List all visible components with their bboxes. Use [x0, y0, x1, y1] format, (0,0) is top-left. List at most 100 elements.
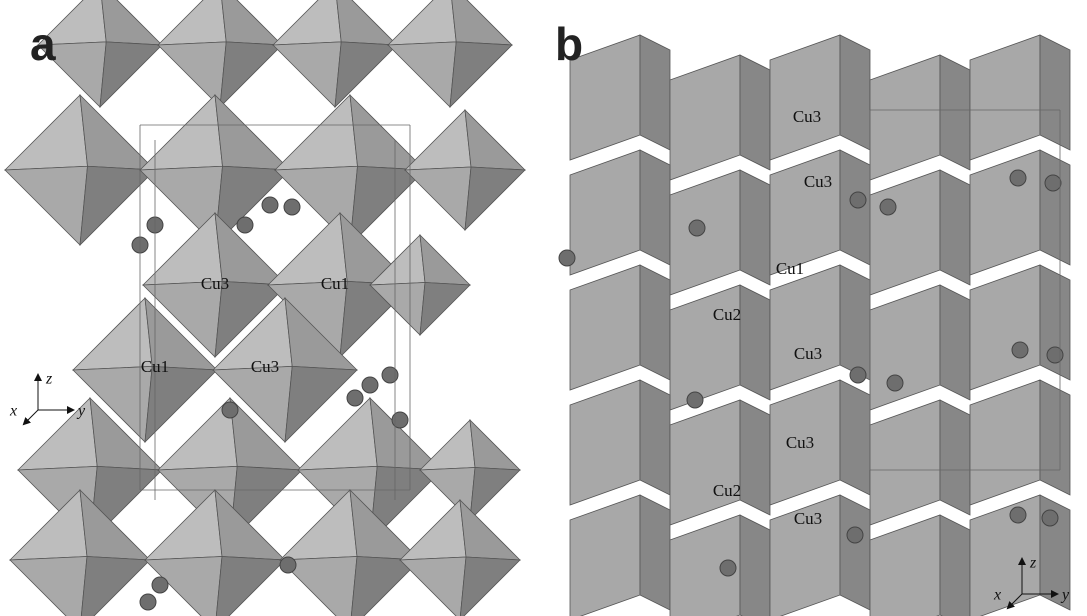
polyhedron-face	[158, 0, 226, 45]
polyhedron-face	[405, 110, 471, 170]
polyhedron-face	[80, 166, 155, 245]
polyhedron-face	[640, 380, 670, 495]
polyhedron-face	[940, 515, 970, 616]
polyhedron-face	[100, 0, 162, 45]
polyhedron-face	[215, 557, 285, 616]
polyhedron-face	[870, 170, 940, 295]
polyhedron-face	[460, 557, 520, 616]
polyhedron-face	[840, 35, 870, 150]
site-label: Cu1	[141, 357, 169, 376]
polyhedron-face	[5, 95, 88, 170]
axis-label: y	[76, 403, 86, 420]
polyhedron-face	[770, 35, 840, 160]
polyhedron-face	[273, 0, 341, 45]
polyhedron-face	[940, 400, 970, 515]
polyhedron-face	[5, 166, 88, 245]
site-label: Cu2	[713, 305, 741, 324]
atom	[850, 367, 866, 383]
polyhedron-face	[870, 55, 940, 180]
site-label: Cu1	[776, 259, 804, 278]
site-label: Cu3	[794, 344, 822, 363]
polyhedron-face	[570, 150, 640, 275]
site-label: Cu3	[804, 172, 832, 191]
polyhedron-face	[275, 95, 358, 170]
polyhedron-face	[18, 398, 97, 470]
atom	[280, 557, 296, 573]
axis-arrow	[24, 410, 38, 424]
panel-label: b	[555, 18, 583, 70]
polyhedron-face	[1040, 150, 1070, 265]
atom	[559, 250, 575, 266]
polyhedron-face	[450, 0, 512, 45]
polyhedron-face	[335, 0, 397, 45]
polyhedron-face	[740, 170, 770, 285]
polyhedron-face	[770, 265, 840, 390]
polyhedron-face	[400, 557, 466, 616]
atom	[1010, 507, 1026, 523]
polyhedron-face	[940, 285, 970, 400]
polyhedron-face	[740, 55, 770, 170]
atom	[262, 197, 278, 213]
atom	[347, 390, 363, 406]
polyhedron-face	[870, 285, 940, 410]
atom	[152, 577, 168, 593]
site-label: Cu3	[251, 357, 279, 376]
axis-label: x	[993, 587, 1001, 604]
polyhedron-face	[770, 150, 840, 275]
polyhedron-face	[145, 490, 222, 560]
axis-label: z	[1029, 555, 1037, 572]
polyhedron-face	[280, 490, 357, 560]
axis-label: z	[45, 371, 53, 388]
polyhedron-face	[220, 42, 282, 107]
polyhedron-face	[840, 265, 870, 380]
polyhedron-face	[870, 400, 940, 525]
polyhedron-face	[388, 0, 456, 45]
atom	[382, 367, 398, 383]
polyhedron-face	[1040, 35, 1070, 150]
polyhedron-face	[970, 35, 1040, 160]
polyhedron-face	[940, 170, 970, 285]
polyhedron-face	[670, 170, 740, 295]
polyhedron-face	[420, 235, 470, 285]
atom	[1010, 170, 1026, 186]
site-label: Cu2	[713, 481, 741, 500]
polyhedron-face	[220, 0, 282, 45]
atom	[140, 594, 156, 610]
polyhedron-face	[80, 557, 150, 616]
polyhedron-face	[640, 495, 670, 610]
polyhedron-face	[215, 95, 290, 170]
site-label: Cu1	[321, 274, 349, 293]
polyhedron-face	[570, 265, 640, 390]
polyhedron-face	[10, 557, 87, 616]
figure: a b Cu3Cu1Cu1Cu3Cu3Cu3Cu1Cu2Cu3Cu3Cu2Cu3…	[0, 0, 1087, 616]
polyhedron-face	[465, 167, 525, 230]
atom	[880, 199, 896, 215]
polyhedron-face	[450, 42, 512, 107]
axis-label: y	[1060, 587, 1070, 604]
polyhedron-face	[335, 42, 397, 107]
polyhedron-face	[970, 380, 1040, 505]
polyhedron-face	[420, 420, 475, 470]
atom	[392, 412, 408, 428]
polyhedron-face	[100, 42, 162, 107]
polyhedron-face	[460, 500, 520, 560]
polyhedron-face	[640, 150, 670, 265]
polyhedron-face	[405, 167, 471, 230]
polyhedron-face	[670, 400, 740, 525]
atom	[1047, 347, 1063, 363]
polyhedron-face	[840, 380, 870, 495]
polyhedron-face	[570, 495, 640, 616]
polyhedron-face	[273, 42, 341, 107]
atom	[887, 375, 903, 391]
polyhedron-face	[840, 495, 870, 610]
polyhedron-face	[970, 265, 1040, 390]
atom	[222, 402, 238, 418]
site-label: Cu3	[793, 107, 821, 126]
polyhedron-face	[670, 285, 740, 410]
panel-label: a	[30, 18, 56, 70]
atom	[689, 220, 705, 236]
polyhedron-face	[470, 468, 520, 521]
site-label: Cu3	[786, 433, 814, 452]
structures	[5, 0, 1070, 616]
polyhedron-face	[870, 515, 940, 616]
